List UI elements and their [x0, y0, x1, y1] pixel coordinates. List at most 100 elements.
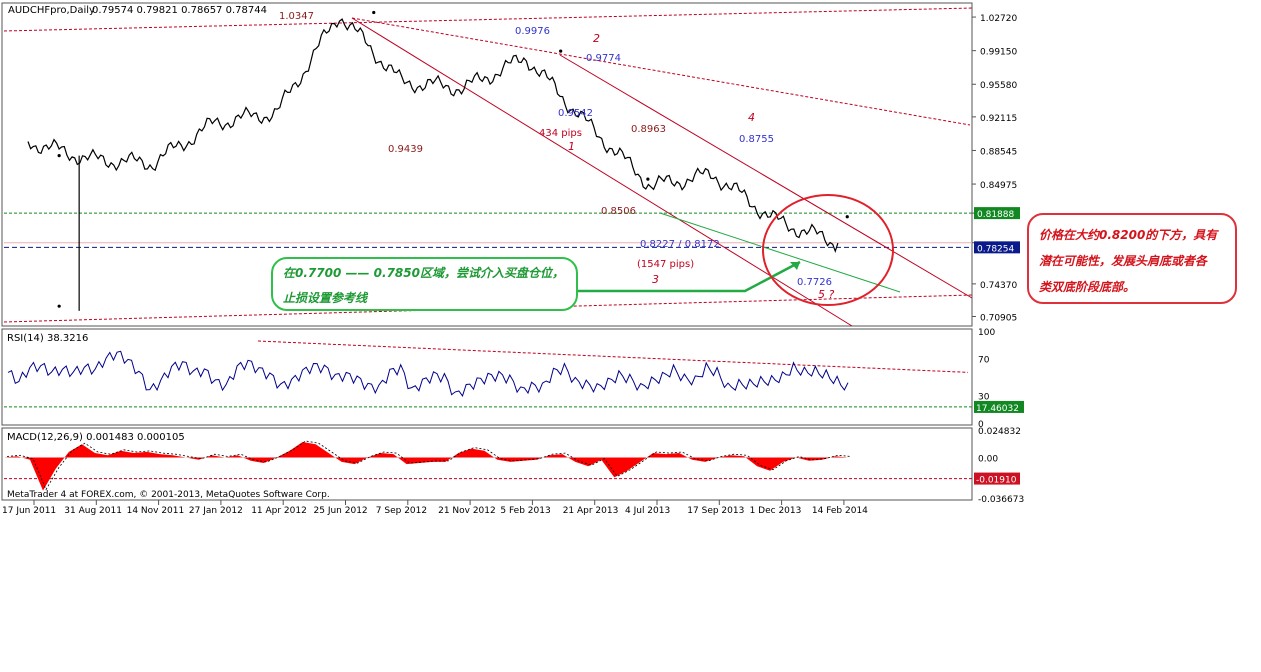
x-tick-label: 31 Aug 2011: [64, 506, 122, 516]
x-tick-label: 17 Jun 2011: [2, 506, 56, 516]
green-arrow-line: [578, 260, 801, 293]
price-tick-label: 0.84975: [980, 181, 1017, 191]
analysis-note-line-2: 潜在可能性，发展头肩底或者各: [1039, 254, 1208, 268]
x-tick-label: 27 Jan 2012: [189, 506, 243, 516]
green-arrow-head: [790, 262, 800, 270]
price-tick-label: 0.88545: [980, 147, 1017, 157]
x-tick-label: 7 Sep 2012: [376, 506, 427, 516]
price-annotations: 1.0347 0.9976 2 0.9774 0.9542 434 pips 1…: [279, 11, 834, 301]
x-tick-label: 1 Dec 2013: [750, 506, 802, 516]
label-434-pips: 434 pips: [539, 128, 582, 139]
x-tick-label: 5 Feb 2013: [500, 506, 550, 516]
analysis-note-box: 价格在大约0.8200的下方，具有 潜在可能性，发展头肩底或者各 类双底阶段底部…: [1027, 213, 1237, 304]
highlight-circle: [762, 194, 894, 306]
macd-tick-label: -0.036673: [978, 495, 1024, 505]
label-8506: 0.8506: [601, 206, 636, 217]
x-tick-label: 11 Apr 2012: [251, 506, 307, 516]
price-marker: [559, 49, 563, 53]
channel-line: [559, 54, 973, 299]
x-tick-label: 25 Jun 2012: [314, 506, 368, 516]
macd-title: MACD(12,26,9) 0.001483 0.000105: [7, 432, 185, 443]
macd-level-tag-label: -0.01910: [976, 476, 1017, 486]
channel-line: [351, 17, 971, 126]
label-1547-pips: (1547 pips): [637, 259, 694, 270]
price-marker: [57, 153, 61, 158]
label-wave-1: 1: [568, 140, 575, 153]
price-level-tag-label: 0.81888: [977, 210, 1014, 220]
macd-series: [4, 440, 852, 491]
price-level-tag: [974, 207, 1020, 220]
rsi-grid: [4, 340, 972, 408]
price-tick-label: 1.02720: [980, 14, 1017, 24]
entry-note-line-1: 在0.7700 —— 0.7850区域，尝试介入买盘仓位，: [283, 266, 564, 280]
analysis-note-line-1: 价格在大约0.8200的下方，具有: [1039, 228, 1218, 242]
macd-level-tag: [974, 472, 1020, 485]
label-9439: 0.9439: [388, 144, 423, 155]
rsi-tick-label: 70: [978, 356, 990, 366]
price-tick-label: 0.70905: [980, 313, 1017, 323]
rsi-title: RSI(14) 38.3216: [7, 333, 88, 344]
price-marker: [372, 10, 376, 15]
label-wave-4: 4: [748, 111, 755, 124]
price-line: [27, 18, 839, 254]
price-level-tag: [974, 241, 1020, 254]
rsi-line: [7, 350, 849, 397]
label-wave-2: 2: [593, 32, 600, 45]
analysis-note-line-3: 类双底阶段底部。: [1039, 280, 1136, 294]
price-tick-label: 0.92115: [980, 114, 1017, 124]
label-7726: 0.7726: [797, 277, 832, 288]
x-tick-label: 4 Jul 2013: [625, 506, 670, 516]
label-9774: 0.9774: [586, 53, 621, 64]
label-range: 0.8227 / 0.8172: [640, 239, 720, 250]
price-marker: [646, 177, 650, 181]
ohlc-values: 0.79574 0.79821 0.78657 0.78744: [92, 5, 267, 16]
label-9542: 0.9542: [558, 108, 593, 119]
entry-note-box: 在0.7700 —— 0.7850区域，尝试介入买盘仓位， 止损设置参考线: [271, 257, 578, 311]
x-tick-label: 17 Sep 2013: [687, 506, 744, 516]
rsi-axis: 100 70 30 17.46032 0: [974, 328, 1024, 430]
rsi-tick-label: 0: [978, 420, 984, 430]
label-wave-3: 3: [652, 273, 659, 286]
rsi-tick-label: 30: [978, 392, 990, 402]
macd-axis: 0.024832 0.00 -0.01910 -0.036673: [974, 427, 1024, 505]
macd-tick-label: 0.00: [978, 454, 998, 464]
rsi-tick-label: 100: [978, 328, 995, 338]
channel-line: [3, 7, 973, 32]
rsi-panel: [1, 328, 973, 426]
macd-tick-label: 0.024832: [978, 427, 1021, 437]
channel-line: [3, 294, 973, 323]
price-panel: [1, 2, 973, 327]
rsi-level-tag: [974, 400, 1024, 413]
price-marker: [57, 304, 61, 308]
x-axis: 17 Jun 2011 31 Aug 2011 14 Nov 2011 27 Jan …: [2, 500, 868, 516]
label-8963: 0.8963: [631, 124, 666, 135]
price-series: [27, 18, 839, 254]
rsi-trend-line: [257, 340, 969, 373]
macd-panel: [1, 427, 973, 501]
label-high-1: 1.0347: [279, 11, 314, 22]
label-9976: 0.9976: [515, 26, 550, 37]
price-tick-label: 0.74370: [980, 281, 1017, 291]
label-wave-5: 5 ?: [818, 288, 834, 301]
x-tick-label: 14 Feb 2014: [812, 506, 868, 516]
green-trend-line: [659, 212, 901, 293]
price-tick-label: 0.99150: [980, 48, 1017, 58]
price-tick-label: 0.95580: [980, 81, 1017, 91]
rsi-series: [7, 350, 849, 397]
x-tick-label: 21 Nov 2012: [438, 506, 496, 516]
price-axis: 1.02720 0.99150 0.95580 0.92115 0.88545 0.849…: [972, 14, 1020, 323]
macd-histogram: [4, 442, 848, 491]
price-grid: [4, 212, 972, 248]
symbol-label: AUDCHFpro,Daily: [8, 5, 95, 16]
copyright-text: MetaTrader 4 at FOREX.com, © 2001-2013, …: [7, 490, 330, 500]
macd-signal-line: [6, 440, 852, 491]
price-marker: [845, 215, 849, 219]
x-tick-label: 21 Apr 2013: [563, 506, 619, 516]
price-level-tag-label: 0.78254: [977, 244, 1014, 254]
x-tick-label: 14 Nov 2011: [127, 506, 185, 516]
rsi-level-tag-label: 17.46032: [976, 404, 1019, 414]
price-marks: [57, 10, 849, 311]
label-8755: 0.8755: [739, 134, 774, 145]
entry-note-line-2: 止损设置参考线: [283, 291, 368, 305]
